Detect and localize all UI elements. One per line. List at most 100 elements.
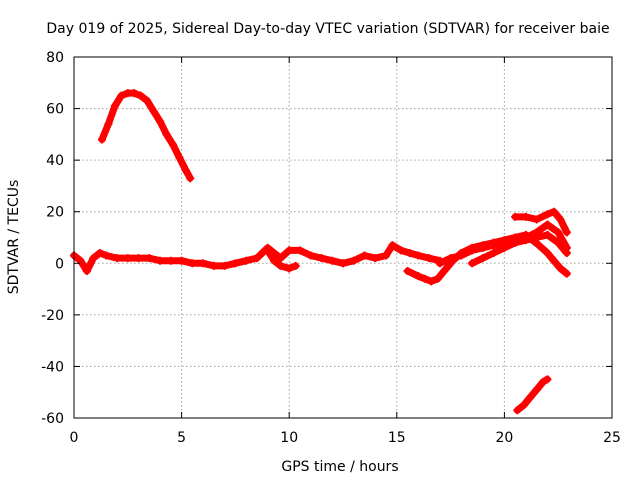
data-point bbox=[89, 254, 98, 263]
data-point bbox=[388, 241, 397, 250]
data-point bbox=[562, 269, 571, 278]
data-point bbox=[440, 267, 449, 276]
data-point bbox=[285, 264, 294, 273]
data-point bbox=[220, 261, 229, 270]
data-point bbox=[414, 251, 423, 260]
data-point bbox=[513, 406, 522, 415]
x-tick-label: 5 bbox=[177, 430, 186, 446]
data-point bbox=[177, 256, 186, 265]
data-point bbox=[554, 228, 563, 237]
data-point bbox=[532, 228, 541, 237]
data-point bbox=[528, 236, 537, 245]
data-point bbox=[562, 228, 571, 237]
x-tick-label: 25 bbox=[603, 430, 621, 446]
data-point bbox=[511, 236, 520, 245]
data-point bbox=[446, 254, 455, 263]
series-group bbox=[70, 89, 571, 415]
data-point bbox=[231, 259, 240, 268]
chart-title: Day 019 of 2025, Sidereal Day-to-day VTE… bbox=[46, 21, 609, 37]
data-point bbox=[209, 261, 218, 270]
x-axis-ticks: 0 5 10 15 20 25 bbox=[70, 57, 621, 446]
data-point bbox=[145, 254, 154, 263]
data-point bbox=[511, 212, 520, 221]
y-axis-label: SDTVAR / TECUs bbox=[6, 180, 22, 295]
data-point bbox=[519, 401, 528, 410]
data-point bbox=[295, 246, 304, 255]
x-tick-label: 20 bbox=[495, 430, 513, 446]
data-point bbox=[186, 174, 195, 183]
data-point bbox=[360, 251, 369, 260]
data-point bbox=[382, 251, 391, 260]
data-point bbox=[543, 375, 552, 384]
x-axis-label: GPS time / hours bbox=[281, 459, 398, 475]
data-point bbox=[549, 207, 558, 216]
data-point bbox=[110, 101, 119, 110]
data-point bbox=[143, 96, 152, 105]
data-point bbox=[76, 256, 85, 265]
data-point bbox=[543, 248, 552, 257]
y-tick-label: -40 bbox=[41, 359, 64, 375]
data-point bbox=[500, 243, 509, 252]
data-point bbox=[291, 261, 300, 270]
data-point bbox=[199, 259, 208, 268]
data-point bbox=[349, 256, 358, 265]
data-point bbox=[556, 264, 565, 273]
data-point bbox=[526, 393, 535, 402]
data-point bbox=[468, 259, 477, 268]
data-point bbox=[532, 215, 541, 224]
data-point bbox=[263, 246, 272, 255]
y-tick-label: 0 bbox=[55, 256, 64, 272]
data-point bbox=[562, 243, 571, 252]
data-point bbox=[339, 259, 347, 268]
data-point bbox=[478, 254, 487, 263]
data-point bbox=[543, 220, 552, 229]
data-point bbox=[276, 261, 285, 270]
data-point bbox=[188, 259, 197, 268]
data-point bbox=[543, 230, 552, 239]
data-point bbox=[123, 254, 132, 263]
data-point bbox=[420, 274, 429, 283]
x-tick-label: 15 bbox=[388, 430, 406, 446]
data-point bbox=[166, 256, 175, 265]
data-point bbox=[489, 248, 498, 257]
data-point bbox=[156, 256, 165, 265]
data-point bbox=[371, 254, 380, 263]
data-point bbox=[433, 274, 442, 283]
data-point bbox=[97, 135, 106, 144]
data-point bbox=[435, 259, 444, 268]
data-point bbox=[130, 89, 139, 98]
x-tick-label: 0 bbox=[70, 430, 79, 446]
data-point bbox=[549, 256, 558, 265]
y-tick-label: 80 bbox=[46, 50, 64, 66]
data-point bbox=[414, 272, 423, 281]
y-tick-label: 40 bbox=[46, 153, 64, 169]
data-point bbox=[539, 377, 548, 386]
data-point bbox=[556, 215, 565, 224]
y-axis-ticks: -60 -40 -20 0 20 40 60 80 bbox=[41, 50, 612, 427]
data-point bbox=[427, 277, 436, 286]
data-point bbox=[242, 256, 251, 265]
data-point bbox=[181, 166, 190, 175]
data-point bbox=[156, 117, 165, 126]
data-point bbox=[425, 254, 434, 263]
data-point bbox=[521, 233, 530, 242]
plot-frame bbox=[73, 56, 613, 419]
data-point bbox=[175, 153, 184, 162]
data-point bbox=[102, 251, 111, 260]
x-tick-label: 10 bbox=[280, 430, 298, 446]
data-point bbox=[478, 243, 487, 252]
y-tick-label: 60 bbox=[46, 102, 64, 118]
data-point bbox=[162, 130, 171, 139]
data-point bbox=[521, 212, 530, 221]
data-point bbox=[489, 241, 498, 250]
data-point bbox=[328, 256, 337, 265]
data-point bbox=[317, 254, 326, 263]
data-point bbox=[532, 385, 541, 394]
data-point bbox=[285, 246, 294, 255]
data-point bbox=[113, 254, 122, 263]
data-point bbox=[468, 246, 477, 255]
y-tick-label: -20 bbox=[41, 308, 64, 324]
data-point bbox=[457, 251, 466, 260]
data-point bbox=[168, 140, 177, 149]
